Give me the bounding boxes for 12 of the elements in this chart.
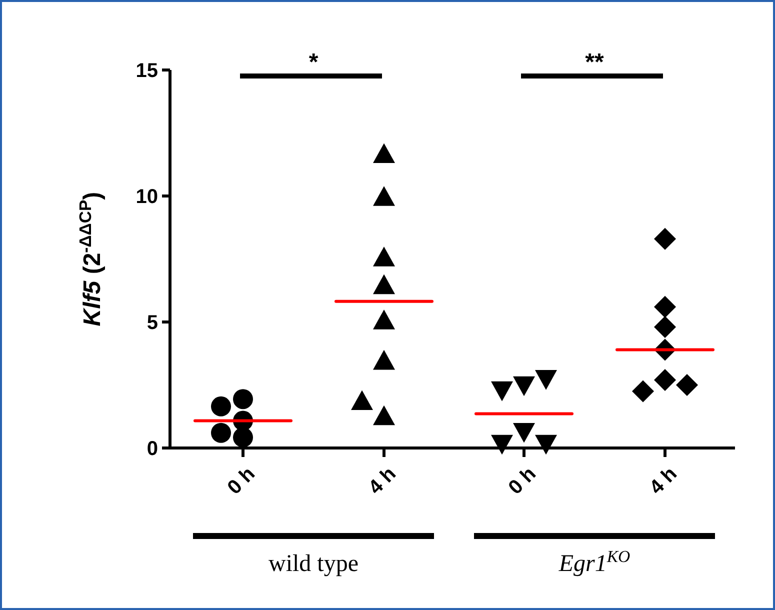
y-tick-label: 15 bbox=[136, 60, 158, 82]
x-tick-label: 0 h bbox=[504, 462, 540, 499]
annotation: ** bbox=[585, 49, 604, 76]
annotation: * bbox=[308, 49, 319, 76]
y-tick-label: 10 bbox=[136, 186, 158, 208]
x-tick-label: 4 h bbox=[645, 462, 682, 499]
y-tick-label: 0 bbox=[146, 438, 158, 460]
x-axis-title: Egr1$^{KO}$ bbox=[558, 546, 630, 577]
x-tick-label: 4 h bbox=[364, 462, 400, 499]
x-axis-title: wild type bbox=[268, 551, 358, 577]
x-tick-label: 0 h bbox=[223, 462, 260, 499]
y-tick-label: 5 bbox=[146, 312, 158, 334]
